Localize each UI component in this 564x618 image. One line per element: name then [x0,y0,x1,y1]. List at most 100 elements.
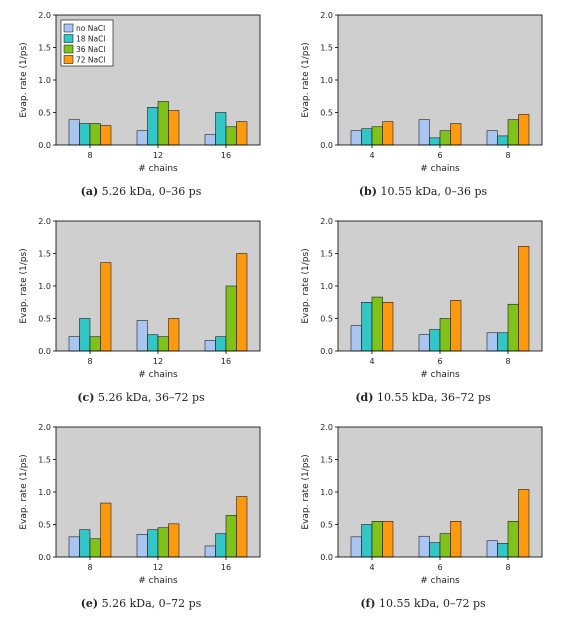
x-tick-label: 16 [221,151,231,160]
subfigure-caption: (f) 10.55 kDa, 0–72 ps [282,597,564,610]
bar [157,336,169,352]
bar [168,318,180,352]
bar [429,329,441,352]
y-axis-label: Evap. rate (1/ps) [301,248,311,323]
bar [225,515,237,558]
bar [439,318,451,352]
bar [518,246,530,352]
y-axis-label: Evap. rate (1/ps) [301,42,311,117]
subfigure-caption-label: (c) [77,391,95,404]
bar [382,121,394,146]
y-tick-label: 0.0 [38,141,51,150]
x-tick-label: 6 [437,563,442,572]
bar [450,300,462,352]
bar [147,529,159,558]
y-tick-label: 0.5 [320,315,333,324]
y-tick-label: 0.0 [320,141,333,150]
x-axis-label: # chains [420,370,460,380]
subfigure-caption-text: 5.26 kDa, 0–72 ps [98,597,202,610]
x-axis-label: # chains [138,576,178,586]
bar [439,130,451,146]
bar [418,334,430,352]
legend-swatch [63,34,74,43]
y-tick-label: 0.5 [320,109,333,118]
bar [418,119,430,146]
bar [507,119,519,146]
chart-panel: 0.0 0.5 1.0 1.5 2.0 4 6 8 # chains Evap. rate (1/… [282,0,564,206]
bar-chart: 0.0 0.5 1.0 1.5 2.0 8 12 16 # chains Evap. rate (… [19,217,261,380]
bar [371,296,383,352]
bar [382,302,394,352]
x-tick-label: 6 [437,357,442,366]
chart-panel: 0.0 0.5 1.0 1.5 2.0 8 12 16 # chains Evap. rate (… [0,0,282,206]
x-tick-label: 8 [505,151,510,160]
bar [100,125,112,146]
y-tick-label: 1.5 [38,44,51,53]
bar [68,336,80,352]
y-tick-label: 2.0 [38,423,51,432]
subfigure-caption-text: 10.55 kDa, 0–36 ps [376,185,488,198]
bar [147,334,159,352]
subfigure-caption-text: 10.55 kDa, 36–72 ps [373,391,491,404]
y-tick-label: 0.5 [38,109,51,118]
legend-swatch [63,44,74,54]
bar [497,543,509,558]
bar [215,336,227,352]
bar-chart: 0.0 0.5 1.0 1.5 2.0 4 6 8 # chains Evap. rate (1/… [301,217,543,380]
y-tick-label: 1.0 [38,488,51,497]
bar [215,533,227,558]
bar [350,130,362,146]
bar [204,545,216,558]
y-tick-label: 2.0 [38,11,51,20]
y-tick-label: 0.0 [320,347,333,356]
x-tick-label: 12 [153,357,163,366]
x-axis-label: # chains [138,370,178,380]
y-tick-label: 1.5 [320,250,333,259]
subfigure-caption-text: 5.26 kDa, 36–72 ps [94,391,205,404]
bar [168,110,180,146]
bar [507,303,519,352]
bar [68,119,80,146]
bar [157,101,169,146]
x-tick-label: 8 [505,357,510,366]
chart-panel: 0.0 0.5 1.0 1.5 2.0 4 6 8 # chains Evap. rate (1/… [282,412,564,618]
bar [136,534,148,558]
bar [429,542,441,558]
bar [204,134,216,146]
bar [518,114,530,146]
bar [450,123,462,146]
bar [486,130,498,146]
x-tick-label: 16 [221,357,231,366]
chart-panel: 0.0 0.5 1.0 1.5 2.0 8 12 16 # chains Evap. rate (… [0,412,282,618]
bar [236,253,248,352]
legend-entry-label: 36 NaCl [76,45,105,54]
x-tick-label: 4 [369,563,374,572]
bar [168,523,180,558]
bar [497,135,509,146]
x-axis-label: # chains [420,164,460,174]
bar [450,521,462,558]
subfigure-caption-text: 5.26 kDa, 0–36 ps [98,185,202,198]
y-tick-label: 2.0 [320,11,333,20]
y-axis-label: Evap. rate (1/ps) [19,248,29,323]
bar [429,137,441,146]
bar [136,320,148,352]
x-tick-label: 8 [505,563,510,572]
bar [136,130,148,146]
subfigure-caption: (c) 5.26 kDa, 36–72 ps [0,391,282,404]
bar-chart: 0.0 0.5 1.0 1.5 2.0 4 6 8 # chains Evap. rate (1/… [301,11,543,174]
x-tick-label: 4 [369,151,374,160]
bar [157,527,169,558]
bar [215,112,227,146]
y-tick-label: 1.5 [320,456,333,465]
bar [225,126,237,146]
y-tick-label: 0.0 [38,553,51,562]
bar [507,521,519,558]
bar [382,521,394,558]
y-tick-label: 2.0 [38,217,51,226]
bar-chart: 0.0 0.5 1.0 1.5 2.0 8 12 16 # chains Evap. rate (… [19,423,261,586]
x-tick-label: 16 [221,563,231,572]
y-tick-label: 0.5 [38,521,51,530]
subfigure-caption-label: (b) [358,185,377,198]
bar [89,336,101,352]
